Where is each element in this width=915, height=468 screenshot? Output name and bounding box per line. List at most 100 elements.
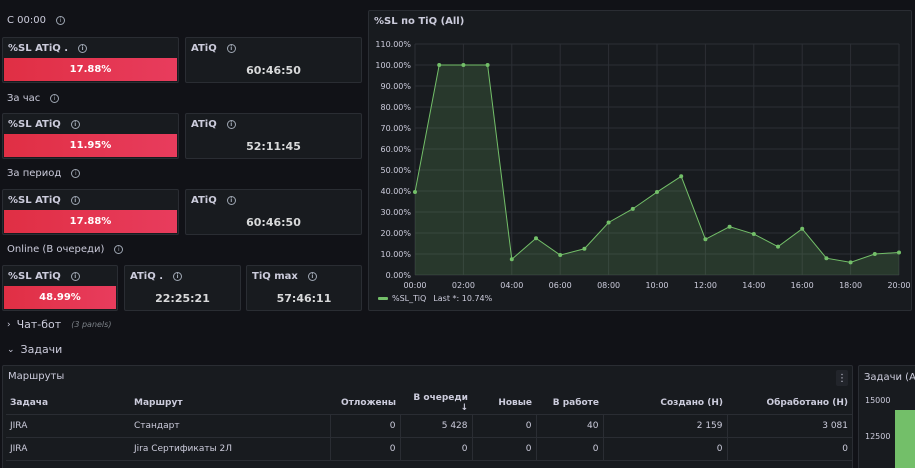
col-header[interactable]: Обработано (Н) — [727, 392, 852, 415]
data-point — [872, 252, 877, 256]
x-tick-label: 14:00 — [742, 281, 765, 290]
sl-tiq-chart-panel: %SL по TiQ (All) 0.00% 10.00% 20.00% 30.00%… — [368, 10, 912, 311]
y-tick-label: 20.00% — [380, 229, 411, 238]
data-point — [509, 257, 514, 262]
stat-value: 52:11:45 — [246, 140, 301, 153]
stat-atiq-4: ATiQ . 22:25:21 — [124, 265, 241, 311]
data-point — [800, 226, 805, 231]
col-header[interactable]: Новые — [472, 392, 536, 415]
stat-sl-atiq-1: %SL ATiQ . 17.88% — [2, 37, 179, 83]
info-icon[interactable] — [226, 120, 236, 129]
y-tick-label: 30.00% — [380, 208, 411, 217]
side-bar — [895, 410, 915, 468]
x-tick-label: 10:00 — [645, 281, 668, 290]
data-point — [630, 206, 635, 211]
stat-value: 22:25:21 — [155, 292, 210, 305]
y-tick-label: 100.00% — [375, 61, 411, 70]
info-icon[interactable] — [71, 169, 81, 178]
data-point — [461, 63, 466, 67]
col-header[interactable]: В работе — [536, 392, 603, 415]
chevron-down-icon: ⌄ — [7, 344, 15, 355]
sl-tiq-chart: 0.00% 10.00% 20.00% 30.00% 40.00% 50.00% 60.00… — [375, 40, 910, 290]
info-icon[interactable] — [55, 16, 65, 25]
data-point — [413, 190, 417, 195]
x-tick-label: 16:00 — [791, 281, 814, 290]
col-header[interactable]: В очереди ↓ — [400, 392, 472, 415]
data-point — [655, 190, 659, 195]
table-row: JIRA Стандарт 0 5 428 0 40 2 159 3 081 — [6, 414, 852, 438]
stat-value: 17.88% — [4, 210, 177, 233]
x-tick-label: 12:00 — [694, 281, 717, 290]
row-title-online: Online (В очереди) — [7, 244, 124, 255]
data-point — [437, 63, 442, 67]
y-tick-label: 0.00% — [386, 271, 412, 280]
section-tasks[interactable]: ⌄ Задачи — [7, 343, 63, 356]
info-icon[interactable] — [307, 272, 317, 281]
data-point — [606, 220, 611, 225]
col-header[interactable]: Отложены — [330, 392, 400, 415]
info-icon[interactable] — [70, 272, 80, 281]
x-tick-label: 04:00 — [500, 281, 523, 290]
data-point — [824, 256, 829, 261]
col-header[interactable]: Маршрут — [130, 392, 330, 415]
info-icon[interactable] — [50, 94, 60, 103]
x-tick-label: 08:00 — [597, 281, 620, 290]
routes-table: Задача Маршрут Отложены В очереди ↓ Новы… — [6, 392, 852, 461]
data-point — [727, 224, 732, 229]
stat-value: 11.95% — [4, 134, 177, 157]
data-point — [582, 246, 587, 251]
y-tick-label: 110.00% — [375, 40, 411, 49]
x-tick-label: 06:00 — [549, 281, 572, 290]
chart-legend[interactable]: %SL_TiQ Last *: 10.74% — [378, 294, 492, 303]
panel-menu-icon[interactable]: ⋮ — [836, 370, 848, 386]
data-point — [848, 260, 853, 265]
data-point — [679, 174, 684, 179]
col-header[interactable]: Создано (Н) — [603, 392, 727, 415]
row-title-per-period: За период — [7, 168, 81, 179]
y-tick-label: 60.00% — [380, 145, 411, 154]
y-tick-label: 10.00% — [380, 250, 411, 259]
series-area — [415, 65, 899, 275]
stat-value: 48.99% — [4, 286, 116, 309]
stat-value: 60:46:50 — [246, 64, 301, 77]
stat-value: 60:46:50 — [246, 216, 301, 229]
stat-sl-atiq-4: %SL ATiQ 48.99% — [2, 265, 118, 311]
routes-title: Маршруты — [8, 371, 65, 382]
x-tick-label: 02:00 — [452, 281, 475, 290]
tasks-side-panel: Задачи (All 15000 12500 — [858, 365, 915, 468]
x-tick-label: 18:00 — [839, 281, 862, 290]
info-icon[interactable] — [226, 44, 236, 53]
y-tick-label: 80.00% — [380, 103, 411, 112]
stat-value: 57:46:11 — [276, 292, 332, 305]
data-point — [897, 250, 901, 255]
info-icon[interactable] — [173, 272, 182, 281]
row-title-since-midnight: С 00:00 — [7, 15, 65, 26]
row-title-per-hour: За час — [7, 93, 60, 104]
stat-value: 17.88% — [4, 58, 177, 81]
routes-panel: Маршруты ⋮ Задача Маршрут Отложены В оче… — [2, 365, 853, 468]
y-tick-label: 90.00% — [380, 82, 411, 91]
y-tick-label: 50.00% — [380, 166, 411, 175]
x-tick-label: 20:00 — [887, 281, 910, 290]
info-icon[interactable] — [226, 196, 236, 205]
y-tick-label: 40.00% — [380, 187, 411, 196]
info-icon[interactable] — [78, 44, 88, 53]
data-point — [485, 63, 490, 67]
info-icon[interactable] — [114, 245, 124, 254]
table-row: JIRA Jira Сертификаты 2Л 0 0 0 0 0 0 — [6, 437, 852, 461]
stat-atiq-3: ATiQ 60:46:50 — [185, 189, 362, 235]
y-tick-label: 70.00% — [380, 124, 411, 133]
data-point — [751, 232, 756, 237]
section-chatbot[interactable]: › Чат-бот (3 panels) — [7, 318, 112, 331]
stat-atiq-1: ATiQ 60:46:50 — [185, 37, 362, 83]
data-point — [558, 253, 563, 258]
stat-sl-atiq-2: %SL ATiQ 11.95% — [2, 113, 179, 159]
data-point — [703, 237, 708, 242]
side-panel-title: Задачи (All — [864, 372, 915, 383]
legend-swatch — [378, 297, 388, 300]
side-y-tick: 15000 — [865, 396, 891, 405]
info-icon[interactable] — [70, 196, 80, 205]
info-icon[interactable] — [70, 120, 80, 129]
stat-sl-atiq-3: %SL ATiQ 17.88% — [2, 189, 179, 235]
col-header[interactable]: Задача — [6, 392, 130, 415]
